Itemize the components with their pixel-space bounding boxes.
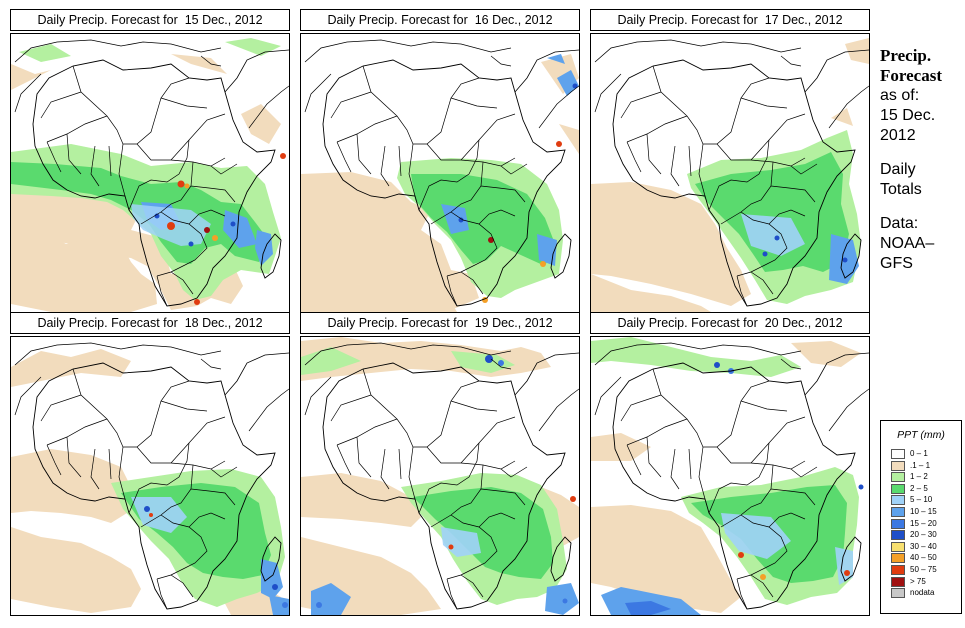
panel-title: Daily Precip. Forecast for 15 Dec., 2012	[10, 9, 290, 31]
asof-date-line-1: 15 Dec.	[880, 107, 936, 124]
heading-line-1: Precip.	[880, 46, 932, 65]
legend-item: 50 – 75	[881, 564, 961, 576]
panel-title: Daily Precip. Forecast for 20 Dec., 2012	[590, 312, 870, 334]
precip-map	[10, 336, 290, 616]
africa-map-layers	[301, 337, 579, 615]
africa-map-layers	[301, 34, 579, 312]
asof-date-line-2: 2012	[880, 127, 916, 144]
legend-label: 40 – 50	[910, 553, 937, 563]
legend-swatch	[891, 553, 905, 564]
legend-swatch	[891, 483, 905, 494]
legend-label: 1 – 2	[910, 472, 928, 482]
panel-title: Daily Precip. Forecast for 18 Dec., 2012	[10, 312, 290, 334]
legend-item: .1 – 1	[881, 460, 961, 472]
legend-label: > 75	[910, 576, 926, 586]
legend-item: > 75	[881, 576, 961, 588]
legend-label: 0 – 1	[910, 449, 928, 458]
legend-swatch	[891, 460, 905, 471]
legend-item: 10 – 15	[881, 506, 961, 518]
legend-label: 2 – 5	[910, 483, 928, 493]
forecast-info: Precip. Forecast as of: 15 Dec. 2012 Dai…	[880, 46, 964, 274]
legend-label: nodata	[910, 588, 935, 598]
legend-swatch	[891, 564, 905, 575]
africa-map-layers	[11, 337, 289, 615]
legend-item: 2 – 5	[881, 483, 961, 495]
legend-item: nodata	[881, 587, 961, 599]
totals-line-2: Totals	[880, 181, 922, 198]
source-line-1: Data:	[880, 215, 919, 232]
source-line-3: GFS	[880, 255, 913, 272]
legend-swatch	[891, 541, 905, 552]
totals-line-1: Daily	[880, 161, 916, 178]
legend-item: 40 – 50	[881, 552, 961, 564]
legend-swatch	[891, 472, 905, 483]
precip-map	[300, 336, 580, 616]
legend-label: 15 – 20	[910, 518, 937, 528]
legend-swatch	[891, 518, 905, 529]
panel-title: Daily Precip. Forecast for 19 Dec., 2012	[300, 312, 580, 334]
legend-label: 5 – 10	[910, 495, 933, 505]
panel-title: Daily Precip. Forecast for 17 Dec., 2012	[590, 9, 870, 31]
legend-swatch	[891, 449, 905, 459]
legend-title: PPT (mm)	[897, 429, 945, 441]
heading-line-2: Forecast	[880, 66, 942, 85]
legend-swatch	[891, 588, 905, 599]
precip-map	[590, 336, 870, 616]
legend-item: 1 – 2	[881, 471, 961, 483]
africa-map-layers	[591, 337, 869, 615]
asof-label: as of:	[880, 87, 920, 104]
legend-item: 20 – 30	[881, 529, 961, 541]
legend-item: 0 – 1	[881, 448, 961, 460]
legend-item: 5 – 10	[881, 494, 961, 506]
source-line-2: NOAA–	[880, 235, 935, 252]
africa-map-layers	[11, 34, 289, 312]
legend-label: 30 – 40	[910, 541, 937, 551]
legend-item: 30 – 40	[881, 541, 961, 553]
legend-item: 15 – 20	[881, 518, 961, 530]
legend-label: 50 – 75	[910, 564, 937, 574]
precip-map	[10, 33, 290, 313]
legend-swatch	[891, 576, 905, 587]
legend-swatch	[891, 530, 905, 541]
legend-label: .1 – 1	[910, 460, 931, 470]
precip-map	[300, 33, 580, 313]
africa-map-layers	[591, 34, 869, 312]
legend-swatch	[891, 495, 905, 506]
legend-label: 10 – 15	[910, 506, 937, 516]
legend-label: 20 – 30	[910, 530, 937, 540]
panel-title: Daily Precip. Forecast for 16 Dec., 2012	[300, 9, 580, 31]
legend-swatch	[891, 506, 905, 517]
precip-map	[590, 33, 870, 313]
